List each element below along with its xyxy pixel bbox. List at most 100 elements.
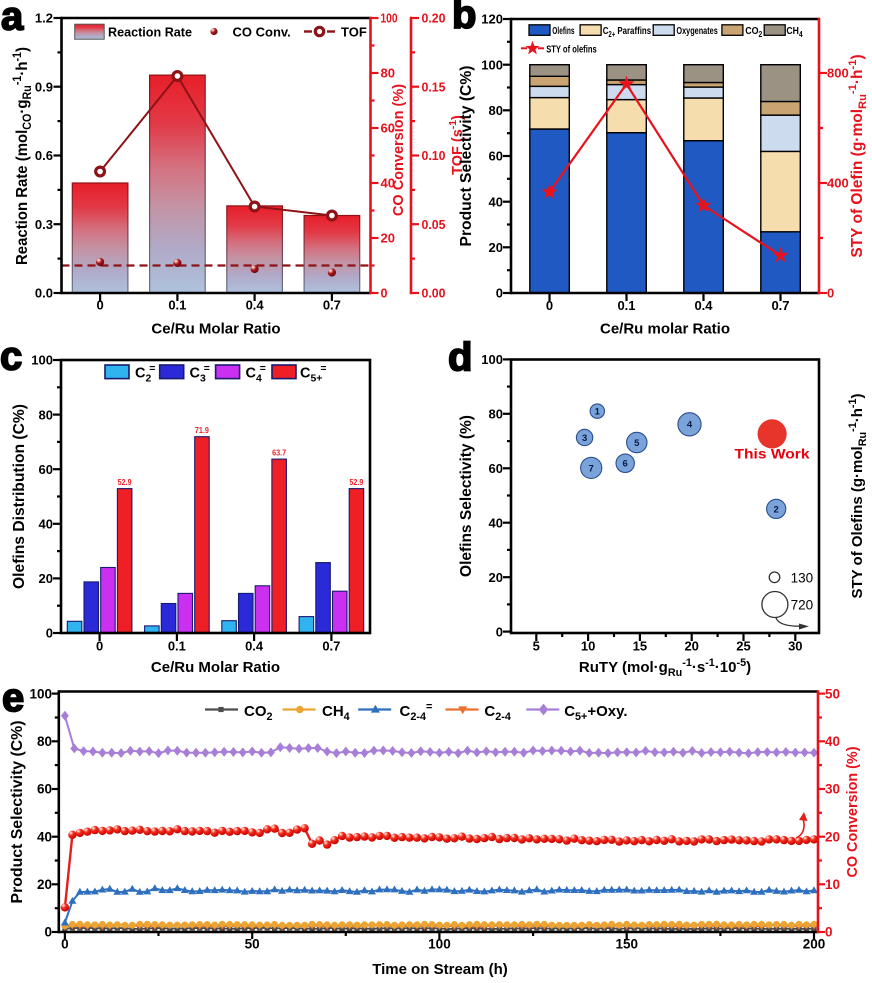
- svg-text:C2-4: C2-4: [484, 703, 510, 723]
- svg-text:Olefins Distribution (C%): Olefins Distribution (C%): [11, 404, 28, 589]
- svg-text:This Work: This Work: [735, 446, 810, 462]
- svg-text:0: 0: [827, 286, 834, 301]
- svg-text:60: 60: [37, 782, 52, 797]
- svg-text:0.6: 0.6: [35, 148, 53, 163]
- svg-text:30: 30: [788, 639, 802, 654]
- svg-text:Reaction Rate (molCO·gRu-1·h-1: Reaction Rate (molCO·gRu-1·h-1): [12, 47, 34, 265]
- svg-text:800: 800: [827, 66, 849, 81]
- svg-text:720: 720: [791, 598, 814, 613]
- svg-text:CO2: CO2: [745, 25, 763, 39]
- svg-text:20: 20: [489, 240, 503, 255]
- svg-text:TOF: TOF: [341, 25, 367, 40]
- svg-text:C5+=: C5+=: [300, 364, 326, 385]
- svg-text:0.1: 0.1: [617, 298, 635, 313]
- svg-text:100: 100: [381, 11, 398, 26]
- svg-text:0.05: 0.05: [422, 217, 446, 232]
- svg-text:60: 60: [39, 462, 53, 477]
- svg-text:e: e: [2, 676, 24, 720]
- svg-text:0.7: 0.7: [771, 298, 789, 313]
- svg-text:Time on Stream (h): Time on Stream (h): [372, 961, 508, 978]
- svg-text:c: c: [0, 335, 22, 379]
- svg-text:60: 60: [489, 461, 503, 476]
- svg-text:C3=: C3=: [190, 364, 210, 385]
- svg-text:1: 1: [595, 407, 601, 418]
- svg-text:C2+ Paraffins: C2+ Paraffins: [603, 25, 652, 39]
- svg-text:80: 80: [489, 103, 503, 118]
- svg-text:60: 60: [489, 149, 503, 164]
- svg-text:0.10: 0.10: [422, 148, 446, 163]
- svg-text:Reaction Rate: Reaction Rate: [108, 25, 192, 40]
- svg-text:52.9: 52.9: [118, 478, 132, 487]
- svg-text:40: 40: [825, 734, 840, 749]
- svg-text:10: 10: [581, 639, 595, 654]
- svg-text:0.4: 0.4: [245, 639, 264, 654]
- svg-text:Product Selectivity (C%): Product Selectivity (C%): [9, 721, 26, 904]
- svg-text:0.15: 0.15: [422, 79, 446, 94]
- svg-text:C5++Oxy.: C5++Oxy.: [564, 703, 627, 723]
- svg-text:60: 60: [381, 121, 396, 136]
- svg-text:5: 5: [634, 438, 640, 449]
- svg-text:CO Conversion (%): CO Conversion (%): [391, 84, 407, 216]
- svg-text:100: 100: [428, 937, 451, 952]
- svg-text:0: 0: [546, 298, 553, 313]
- svg-text:63.7: 63.7: [272, 449, 286, 458]
- svg-text:10: 10: [825, 877, 840, 892]
- svg-text:40: 40: [489, 194, 503, 209]
- svg-text:4: 4: [687, 420, 693, 431]
- svg-text:7: 7: [589, 463, 594, 474]
- svg-text:0: 0: [825, 925, 833, 940]
- svg-text:STY of Olefins (g·molRu-1·h-1): STY of Olefins (g·molRu-1·h-1): [847, 393, 869, 598]
- svg-text:100: 100: [31, 353, 53, 368]
- svg-text:RuTY (mol·gRu-1·s-1·10-5): RuTY (mol·gRu-1·s-1·10-5): [579, 657, 751, 679]
- svg-text:0: 0: [496, 624, 503, 639]
- svg-text:TOF (s-1): TOF (s-1): [448, 115, 466, 175]
- svg-text:20: 20: [825, 829, 840, 844]
- svg-text:50: 50: [825, 686, 840, 701]
- svg-text:71.9: 71.9: [195, 426, 209, 435]
- svg-text:0.7: 0.7: [322, 639, 340, 654]
- svg-text:0: 0: [96, 639, 103, 654]
- svg-text:Product Selectivity (C%): Product Selectivity (C%): [458, 66, 475, 247]
- svg-text:0: 0: [46, 626, 53, 641]
- svg-text:100: 100: [481, 352, 503, 367]
- svg-text:30: 30: [825, 782, 840, 797]
- svg-text:20: 20: [684, 639, 698, 654]
- svg-text:6: 6: [623, 459, 628, 470]
- svg-text:CO2: CO2: [244, 703, 273, 723]
- svg-text:120: 120: [481, 12, 503, 27]
- svg-text:b: b: [452, 0, 476, 37]
- svg-text:d: d: [448, 336, 472, 380]
- svg-text:0: 0: [61, 937, 69, 952]
- svg-text:15: 15: [633, 639, 647, 654]
- svg-text:0.4: 0.4: [694, 298, 713, 313]
- svg-text:0.7: 0.7: [323, 298, 341, 313]
- svg-text:CO Conversion (%): CO Conversion (%): [844, 747, 861, 878]
- svg-text:CO Conv.: CO Conv.: [233, 25, 291, 40]
- svg-text:a: a: [1, 0, 24, 39]
- svg-text:1.2: 1.2: [35, 11, 53, 26]
- svg-text:C2=: C2=: [135, 364, 155, 385]
- svg-text:52.9: 52.9: [349, 478, 363, 487]
- svg-text:40: 40: [489, 515, 503, 530]
- svg-text:200: 200: [803, 937, 826, 952]
- svg-text:80: 80: [39, 407, 53, 422]
- svg-text:0.1: 0.1: [168, 298, 186, 313]
- svg-text:50: 50: [245, 937, 260, 952]
- svg-text:100: 100: [481, 57, 503, 72]
- svg-text:C2-4=: C2-4=: [400, 701, 433, 723]
- svg-text:25: 25: [736, 639, 750, 654]
- svg-text:2: 2: [774, 504, 779, 515]
- svg-text:Olefins Selectivity (%): Olefins Selectivity (%): [458, 415, 475, 577]
- svg-text:0.9: 0.9: [35, 79, 53, 94]
- svg-text:130: 130: [791, 570, 814, 585]
- svg-text:C4=: C4=: [246, 364, 266, 385]
- svg-text:40: 40: [39, 517, 53, 532]
- svg-text:0: 0: [381, 286, 388, 301]
- svg-text:20: 20: [489, 570, 503, 585]
- svg-text:0: 0: [496, 286, 503, 301]
- svg-text:Olefins: Olefins: [552, 25, 574, 37]
- svg-text:5: 5: [533, 639, 540, 654]
- svg-text:Ce/Ru molar Ratio: Ce/Ru molar Ratio: [600, 321, 730, 338]
- svg-text:3: 3: [582, 433, 587, 444]
- svg-text:40: 40: [37, 829, 52, 844]
